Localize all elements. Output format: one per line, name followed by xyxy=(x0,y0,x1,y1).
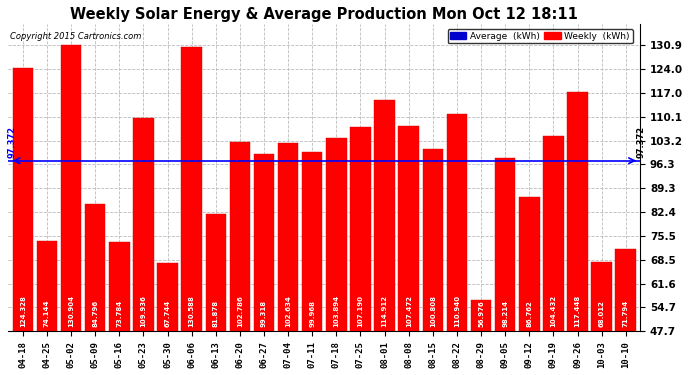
Text: 81.878: 81.878 xyxy=(213,300,219,327)
Bar xyxy=(471,300,491,332)
Text: 84.796: 84.796 xyxy=(92,300,98,327)
Bar xyxy=(591,262,612,332)
Bar xyxy=(254,154,274,332)
Text: 67.744: 67.744 xyxy=(164,300,170,327)
Text: 86.762: 86.762 xyxy=(526,301,532,327)
Bar xyxy=(109,242,130,332)
Bar xyxy=(326,138,346,332)
Bar xyxy=(519,197,540,332)
Text: 56.976: 56.976 xyxy=(478,301,484,327)
Bar xyxy=(375,100,395,332)
Text: 104.432: 104.432 xyxy=(551,295,556,327)
Title: Weekly Solar Energy & Average Production Mon Oct 12 18:11: Weekly Solar Energy & Average Production… xyxy=(70,7,578,22)
Bar xyxy=(206,214,226,332)
Text: 107.472: 107.472 xyxy=(406,296,412,327)
Bar xyxy=(615,249,636,332)
Bar xyxy=(567,92,588,332)
Text: 97.372: 97.372 xyxy=(637,126,646,158)
Bar xyxy=(181,46,202,332)
Bar xyxy=(230,142,250,332)
Text: 99.318: 99.318 xyxy=(261,300,267,327)
Text: 99.968: 99.968 xyxy=(309,300,315,327)
Legend: Average  (kWh), Weekly  (kWh): Average (kWh), Weekly (kWh) xyxy=(448,29,633,44)
Text: 110.940: 110.940 xyxy=(454,295,460,327)
Text: 97.372: 97.372 xyxy=(8,126,17,158)
Bar xyxy=(157,262,178,332)
Text: 102.634: 102.634 xyxy=(285,296,291,327)
Bar xyxy=(133,117,154,332)
Bar xyxy=(351,127,371,332)
Text: 74.144: 74.144 xyxy=(44,300,50,327)
Text: 130.588: 130.588 xyxy=(188,296,195,327)
Bar xyxy=(302,152,322,332)
Text: 124.328: 124.328 xyxy=(20,296,26,327)
Bar xyxy=(12,68,33,332)
Text: 117.448: 117.448 xyxy=(575,295,580,327)
Text: 107.190: 107.190 xyxy=(357,296,364,327)
Bar xyxy=(37,240,57,332)
Text: 71.794: 71.794 xyxy=(623,300,629,327)
Bar xyxy=(543,136,564,332)
Text: 103.894: 103.894 xyxy=(333,295,339,327)
Bar xyxy=(422,149,443,332)
Bar xyxy=(495,158,515,332)
Text: 114.912: 114.912 xyxy=(382,296,388,327)
Bar xyxy=(61,45,81,332)
Text: 68.012: 68.012 xyxy=(599,300,604,327)
Bar xyxy=(446,114,467,332)
Text: 98.214: 98.214 xyxy=(502,300,508,327)
Text: Copyright 2015 Cartronics.com: Copyright 2015 Cartronics.com xyxy=(10,32,141,41)
Bar xyxy=(398,126,419,332)
Bar xyxy=(278,142,298,332)
Text: 109.936: 109.936 xyxy=(141,296,146,327)
Text: 73.784: 73.784 xyxy=(117,300,122,327)
Text: 130.904: 130.904 xyxy=(68,295,74,327)
Bar xyxy=(85,204,106,332)
Text: 100.808: 100.808 xyxy=(430,296,436,327)
Text: 102.786: 102.786 xyxy=(237,296,243,327)
